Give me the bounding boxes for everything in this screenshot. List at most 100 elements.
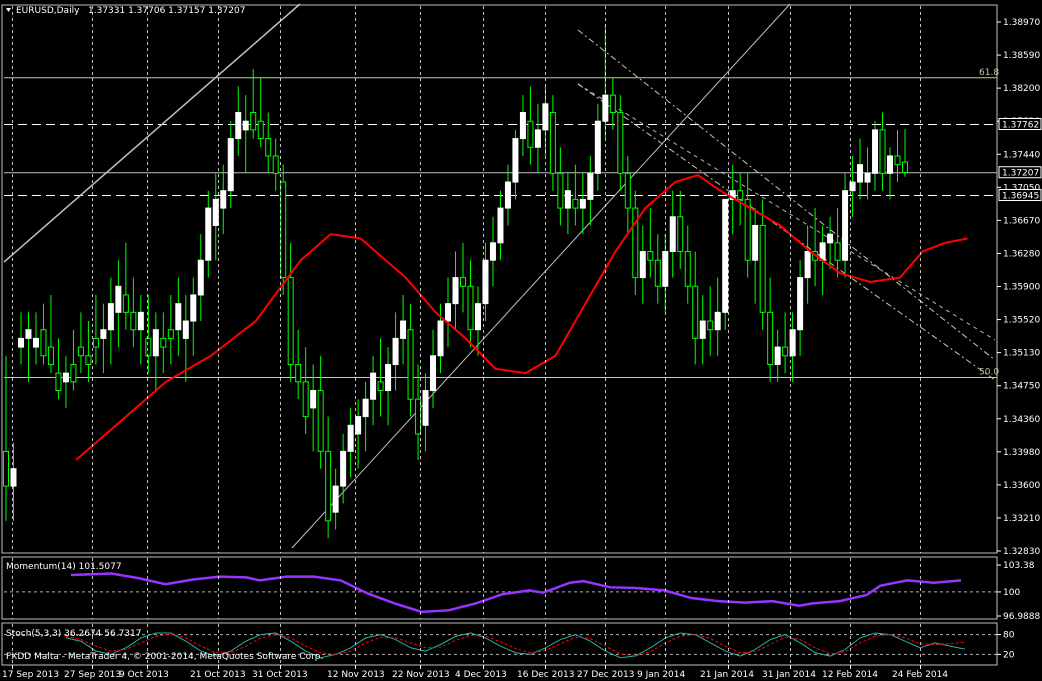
candle-body	[707, 320, 714, 331]
candle-body	[190, 294, 197, 322]
stochastic-title: Stoch(5,3,3) 36.2674 56.7317	[6, 629, 141, 639]
y-tick-label: 1.34750	[1003, 382, 1040, 392]
y-tick-label: 1.35900	[1003, 283, 1040, 293]
candle-body	[894, 155, 901, 166]
momentum-panel[interactable]: 103.38 100 96.9888	[1, 556, 1040, 622]
candle-body	[77, 346, 84, 357]
chart-menu-triangle-icon[interactable]	[6, 8, 11, 12]
y-tick-label: 1.36670	[1003, 216, 1040, 226]
candle-body	[3, 450, 9, 487]
y-tick-label: 1.37440	[1003, 150, 1040, 160]
ohlc-readout: 1.37331 1.37706 1.37157 1.37207	[88, 6, 245, 16]
candle-body	[325, 450, 332, 522]
candle-body	[197, 259, 204, 296]
x-tick-label: 12 Nov 2013	[327, 670, 385, 680]
x-tick-label: 24 Feb 2014	[892, 670, 948, 680]
y-tick-label: 1.32830	[1003, 547, 1040, 557]
candle-body	[250, 112, 257, 131]
candle-body	[62, 372, 69, 383]
candle-body	[902, 161, 908, 173]
candle-body	[265, 138, 272, 157]
candle-body	[609, 94, 616, 114]
candle-body	[55, 372, 62, 392]
price-panel[interactable]: 1.389701.385901.382001.378201.374401.370…	[1, 3, 1042, 557]
price-label-box	[998, 188, 1042, 201]
candle-body	[430, 355, 437, 392]
candle-body	[280, 181, 287, 279]
momentum-line	[70, 572, 962, 614]
candle-body	[115, 285, 122, 313]
candle-body	[242, 120, 249, 131]
trendline-support	[291, 3, 791, 549]
candle-body	[362, 398, 369, 418]
candle-body	[797, 277, 804, 331]
candle-body	[474, 303, 481, 331]
candle-body	[662, 251, 669, 287]
candle-body	[227, 138, 234, 192]
stochastic-main-line	[65, 632, 966, 659]
candle-body	[572, 198, 579, 209]
candle-body	[437, 320, 444, 357]
candle-body	[47, 346, 54, 365]
candle-body	[287, 277, 294, 365]
candle-body	[459, 277, 466, 287]
candle-body	[137, 311, 144, 331]
trendline-channel-upper	[3, 3, 301, 263]
price-label: 1.37762	[1002, 121, 1039, 131]
candle-body	[722, 198, 729, 313]
momentum-tick-label: 103.38	[1003, 561, 1035, 571]
candle-body	[145, 337, 152, 357]
y-tick-label: 1.33980	[1003, 448, 1040, 458]
candle-body	[759, 224, 766, 313]
candle-body	[729, 190, 736, 200]
copyright-text: FXDD Malta - MetaTrader 4, © 2001-2014, …	[6, 652, 323, 662]
candle-body	[879, 129, 886, 174]
y-tick-label: 1.37050	[1003, 183, 1040, 193]
candle-body	[834, 242, 841, 261]
candle-body	[175, 303, 182, 331]
candle-body	[714, 311, 721, 331]
candle-body	[872, 129, 879, 174]
x-tick-label: 21 Jan 2014	[700, 670, 754, 680]
y-tick-label: 1.33210	[1003, 514, 1040, 524]
candle-body	[692, 285, 699, 339]
x-tick-label: 9 Jan 2014	[637, 670, 685, 680]
stochastic-tick-label: 80	[1003, 631, 1015, 641]
price-label-box	[998, 166, 1042, 179]
candle-body	[182, 320, 189, 339]
x-tick-label: 17 Sep 2013	[2, 670, 59, 680]
candle-body	[332, 485, 339, 513]
candle-body	[295, 363, 302, 383]
x-tick-label: 16 Dec 2013	[517, 670, 575, 680]
candle-body	[632, 207, 639, 279]
x-tick-label: 9 Oct 2013	[119, 670, 169, 680]
candle-body	[122, 294, 129, 313]
candle-body	[617, 112, 624, 174]
candle-body	[407, 329, 414, 400]
candle-body	[160, 337, 167, 348]
candle-body	[70, 363, 77, 383]
candle-body	[489, 242, 496, 261]
candle-body	[17, 337, 24, 348]
stochastic-tick-label: 20	[1003, 650, 1015, 660]
candle-body	[549, 112, 556, 174]
candle-body	[25, 329, 32, 339]
momentum-title: Momentum(14) 101.5077	[6, 562, 122, 572]
x-tick-label: 27 Sep 2013	[64, 670, 121, 680]
candle-body	[415, 398, 422, 435]
candle-body	[422, 390, 429, 426]
candle-body	[512, 138, 519, 183]
y-tick-label: 1.34360	[1003, 415, 1040, 425]
candle-body	[317, 390, 324, 452]
candle-body	[152, 329, 159, 357]
candle-body	[167, 329, 174, 339]
momentum-tick-label: 100	[1003, 588, 1020, 598]
fibonacci-fan-line	[577, 83, 996, 341]
candle-body	[107, 303, 114, 331]
stochastic-panel[interactable]: 80 20	[1, 622, 1015, 666]
candle-body	[220, 190, 227, 209]
candle-body	[497, 207, 504, 244]
x-tick-label: 4 Dec 2013	[455, 670, 507, 680]
